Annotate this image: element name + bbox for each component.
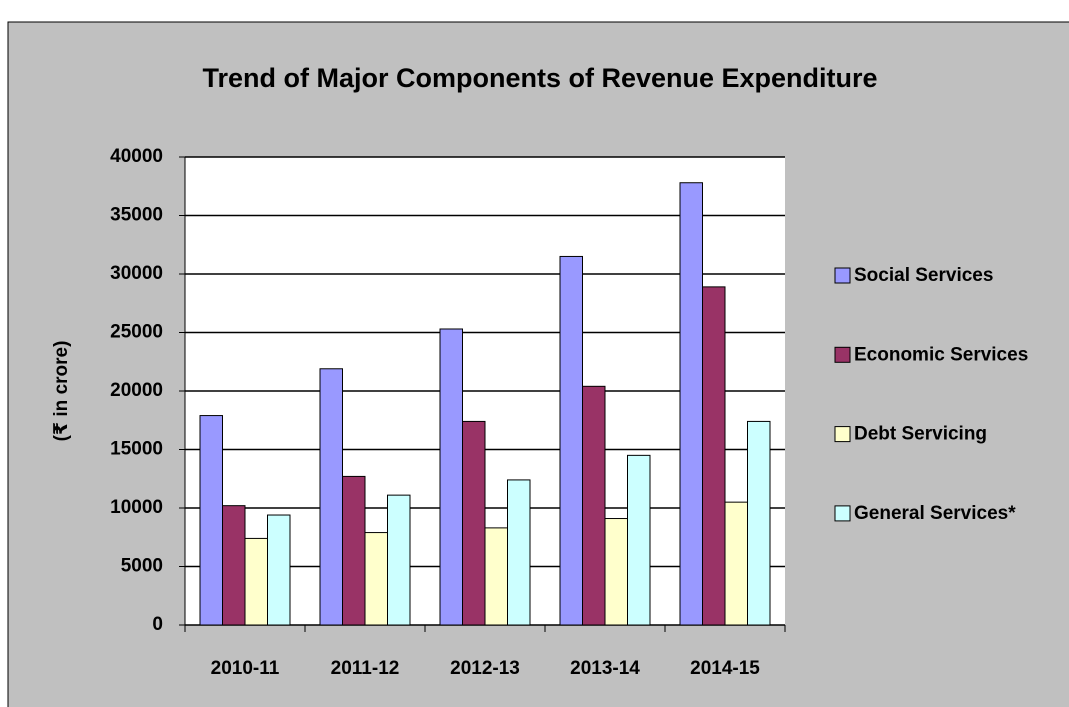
x-tick-label: 2014-15 [690,658,760,679]
x-tick-label: 2011-12 [331,658,400,679]
bar [387,494,411,626]
x-tick-label: 2013-14 [570,658,640,679]
bar [244,537,268,626]
bar [747,420,771,626]
bar [439,328,463,626]
y-tick-label: 20000 [110,380,163,401]
bar [484,527,508,626]
bar [507,479,531,626]
legend-label: General Services* [854,503,1016,524]
chart-title: Trend of Major Components of Revenue Exp… [202,63,877,93]
bar [199,415,223,626]
y-tick-label: 5000 [121,556,163,577]
legend-swatch [834,267,851,284]
bar [604,518,628,626]
bar [342,475,366,626]
legend-swatch [834,346,851,363]
legend-label: Economic Services [854,344,1028,365]
bar [222,505,246,626]
bar [319,368,343,626]
bar [582,385,606,626]
x-tick-label: 2010-11 [211,658,280,679]
bar [679,182,703,626]
y-tick-label: 30000 [110,263,163,284]
legend-label: Social Services [854,265,993,286]
x-tick-label: 2012-13 [450,658,520,679]
y-tick-label: 35000 [110,205,163,226]
y-tick-label: 25000 [110,322,163,343]
y-tick-label: 15000 [110,439,163,460]
legend-label: Debt Servicing [854,424,987,445]
bar [267,514,291,626]
y-tick-label: 40000 [110,146,163,167]
bar [627,454,651,626]
bar [724,501,748,626]
bar [559,255,583,626]
bar [702,286,726,626]
y-tick-label: 0 [152,614,163,635]
legend-swatch [834,426,851,443]
y-axis-label: (₹ in crore) [51,341,72,442]
legend-swatch [834,505,851,522]
bar [462,420,486,626]
y-tick-label: 10000 [110,497,163,518]
bar [364,532,388,626]
